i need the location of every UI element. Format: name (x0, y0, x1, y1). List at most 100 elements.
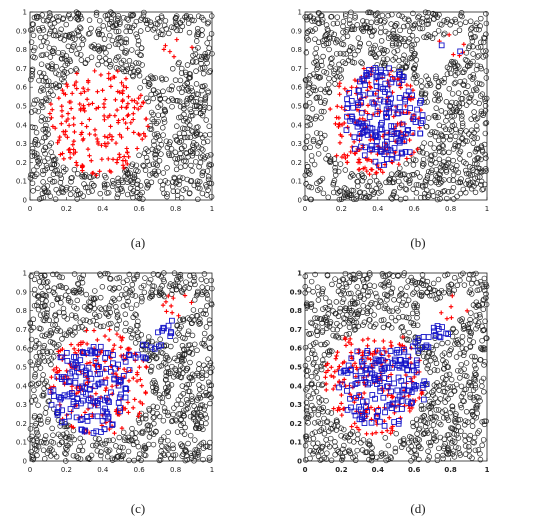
circle-point (348, 290, 354, 297)
circle-point (30, 316, 37, 322)
circle-point (305, 84, 312, 90)
circle-point (156, 288, 163, 295)
circle-point (459, 339, 465, 345)
circle-point (380, 282, 386, 288)
circle-point (360, 277, 366, 283)
circle-point (160, 31, 166, 38)
circle-point (481, 287, 488, 294)
plus-point (50, 124, 56, 129)
circle-point (455, 367, 461, 374)
circle-point (382, 291, 388, 298)
plus-point (396, 162, 401, 167)
circle-point (40, 87, 47, 93)
square-point (115, 377, 122, 383)
plus-point (388, 372, 394, 377)
square-point (86, 386, 93, 392)
circle-point (195, 45, 201, 51)
circle-point (308, 412, 315, 418)
circle-point (450, 177, 456, 184)
circle-point (200, 147, 206, 153)
circle-point (118, 292, 125, 298)
circle-point (435, 399, 441, 405)
circle-point (458, 361, 464, 368)
circle-point (416, 437, 422, 443)
circle-point (319, 327, 326, 334)
circle-point (67, 191, 74, 198)
plus-point (94, 173, 99, 178)
circle-point (63, 451, 69, 457)
circle-point (360, 322, 366, 328)
circle-point (173, 417, 179, 424)
circle-point (478, 111, 485, 117)
circle-point (97, 271, 103, 277)
circle-point (187, 450, 194, 457)
circle-point (113, 308, 120, 315)
square-point (102, 397, 108, 404)
circle-point (41, 439, 47, 446)
square-point (344, 101, 351, 108)
circle-point (155, 272, 162, 278)
circle-point (359, 26, 365, 33)
circle-point (43, 97, 50, 103)
circle-point (173, 179, 180, 185)
circle-point (302, 195, 309, 201)
y-tick-label: 1 (23, 9, 27, 17)
square-point (402, 96, 409, 103)
circle-point (393, 430, 399, 437)
circle-point (475, 447, 482, 453)
circle-point (303, 49, 310, 56)
circle-point (60, 431, 67, 438)
circle-point (74, 297, 81, 304)
circle-point (394, 33, 401, 40)
circle-point (130, 194, 136, 201)
circle-point (458, 404, 465, 411)
circle-point (318, 456, 325, 463)
circle-point (29, 380, 35, 387)
circle-point (330, 180, 337, 186)
circle-point (461, 325, 468, 332)
circle-point (56, 441, 63, 448)
circle-point (312, 271, 318, 278)
circle-point (144, 17, 151, 24)
circle-point (173, 14, 179, 21)
circle-point (109, 37, 116, 44)
x-tick-label: 0.2 (61, 466, 72, 474)
circle-point (30, 437, 37, 443)
circle-point (476, 286, 483, 293)
circle-point (380, 324, 387, 331)
square-point (108, 389, 114, 396)
circle-point (120, 303, 127, 309)
circle-point (307, 90, 313, 96)
circle-point (443, 19, 450, 25)
plus-point (388, 340, 394, 345)
circle-point (440, 452, 446, 459)
square-point (344, 105, 350, 111)
plus-point (404, 82, 410, 88)
circle-point (390, 179, 397, 185)
plus-point (86, 102, 92, 107)
circle-point (182, 69, 189, 76)
circle-point (416, 13, 422, 19)
circle-point (174, 27, 180, 34)
square-point (90, 430, 97, 436)
plus-point (349, 341, 354, 347)
plus-point (140, 401, 145, 407)
plus-point (104, 375, 110, 381)
circle-point (201, 65, 208, 71)
circle-point (445, 445, 451, 451)
circle-point (124, 277, 130, 284)
circle-point (382, 28, 389, 35)
plus-point (84, 97, 90, 102)
circle-point (419, 272, 426, 278)
circle-point (313, 58, 319, 65)
circle-point (347, 273, 353, 279)
circle-point (204, 295, 211, 302)
circle-point (129, 425, 135, 432)
circle-point (304, 14, 310, 20)
circle-point (326, 444, 333, 450)
circle-point (131, 275, 137, 282)
circle-point (445, 396, 451, 402)
circle-point (42, 150, 48, 157)
circle-point (329, 281, 335, 288)
circle-point (471, 434, 478, 441)
